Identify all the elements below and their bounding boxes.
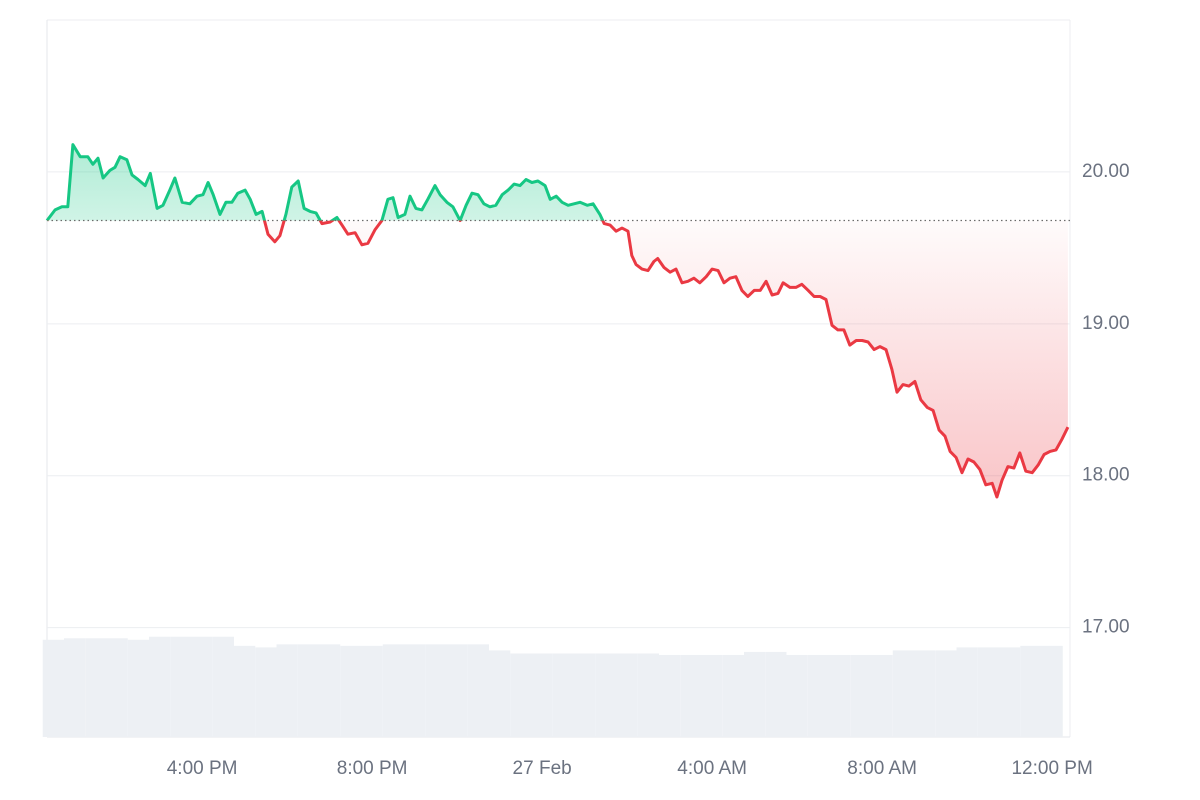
volume-bar	[234, 645, 256, 737]
volume-bar	[106, 638, 128, 737]
volume-bar	[574, 653, 596, 737]
volume-bar	[191, 636, 213, 737]
price-line-down	[47, 220, 1070, 499]
area-up	[47, 144, 603, 221]
volume-bar	[765, 651, 787, 737]
volume-bar	[977, 647, 1000, 737]
volume-bar	[680, 654, 702, 737]
volume-bar	[722, 654, 745, 737]
y-tick-label: 17.00	[1082, 617, 1130, 638]
volume-bar	[956, 647, 978, 737]
x-tick-label: 4:00 PM	[167, 758, 238, 779]
price-line-up	[45, 143, 605, 221]
volume-bar	[1020, 645, 1042, 737]
volume-bar	[149, 636, 171, 737]
volume-bar	[637, 653, 660, 737]
volume-bar	[829, 654, 851, 737]
volume-bar	[1041, 645, 1063, 737]
volume-bar	[319, 644, 341, 737]
volume-bar	[892, 650, 915, 737]
x-tick-label: 12:00 PM	[1011, 758, 1092, 779]
x-tick-label: 27 Feb	[513, 758, 572, 779]
volume-bar	[425, 644, 447, 737]
volume-bar	[42, 639, 65, 737]
volume-bar	[64, 638, 86, 737]
volume-bar	[701, 654, 723, 737]
volume-bar	[276, 644, 298, 737]
volume-bar	[914, 650, 936, 737]
volume-bar	[744, 651, 766, 737]
volume-bar	[297, 644, 320, 737]
volume-bar	[807, 654, 830, 737]
volume-bar	[489, 650, 511, 737]
volume-bar	[404, 644, 426, 737]
volume-bar	[382, 644, 405, 737]
volume-bar	[127, 639, 150, 737]
volume-bar	[212, 636, 235, 737]
x-tick-label: 4:00 AM	[677, 758, 747, 779]
volume-bar	[340, 645, 362, 737]
volume-bar	[850, 654, 872, 737]
volume-bar	[595, 653, 617, 737]
y-tick-label: 18.00	[1082, 465, 1130, 486]
y-tick-label: 19.00	[1082, 313, 1130, 334]
volume-bar	[935, 650, 957, 737]
volume-bar	[170, 636, 192, 737]
volume-bar	[659, 654, 681, 737]
area-down	[47, 220, 1068, 497]
volume-bar	[531, 653, 553, 737]
volume-bar	[446, 644, 468, 737]
x-tick-label: 8:00 PM	[337, 758, 408, 779]
volume-bar	[467, 644, 490, 737]
volume-bar	[85, 638, 107, 737]
volume-bar	[255, 647, 277, 737]
volume-bar	[552, 653, 575, 737]
volume-bar	[361, 645, 383, 737]
x-tick-label: 8:00 AM	[847, 758, 917, 779]
volume-bar	[510, 653, 532, 737]
volume-bar	[871, 654, 893, 737]
volume-bar	[999, 647, 1021, 737]
volume-bar	[786, 654, 808, 737]
y-tick-label: 20.00	[1082, 161, 1130, 182]
volume-bar	[616, 653, 638, 737]
